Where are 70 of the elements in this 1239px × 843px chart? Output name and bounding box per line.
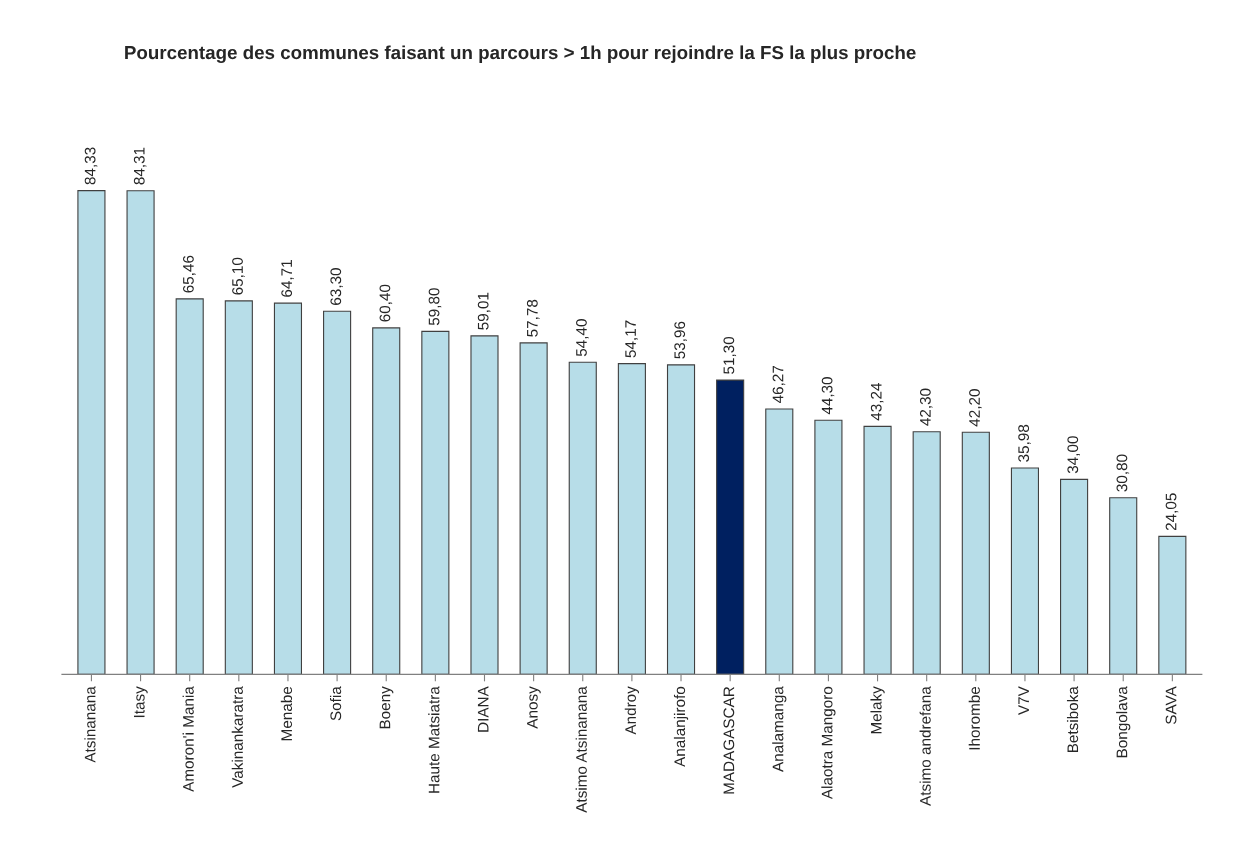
bar xyxy=(126,190,155,675)
bar xyxy=(224,300,253,675)
bar xyxy=(273,302,303,675)
x-tick-label: Anosy xyxy=(527,686,541,729)
data-label: 84,31 xyxy=(133,147,147,185)
data-label: 54,40 xyxy=(576,319,589,357)
bar xyxy=(421,330,450,675)
data-label: 51,30 xyxy=(723,336,737,374)
bar xyxy=(765,408,794,675)
bar xyxy=(863,425,892,675)
x-tick-label: Atsimo Atsinanana xyxy=(575,686,587,813)
x-tick-label: Androy xyxy=(624,686,640,735)
data-label: 24,05 xyxy=(1165,493,1179,531)
bar xyxy=(1109,497,1138,675)
x-tick-label: V7V xyxy=(1018,686,1029,716)
bar xyxy=(961,431,990,675)
data-label: 42,30 xyxy=(919,388,933,426)
data-label: 57,78 xyxy=(526,299,540,337)
data-label: 54,17 xyxy=(625,320,638,358)
bar xyxy=(617,363,646,675)
x-tick-label: SAVA xyxy=(1165,686,1177,725)
bar xyxy=(1158,535,1187,675)
x-tick-label: Ihorombe xyxy=(968,686,980,750)
x-tick-label: Boeny xyxy=(379,686,394,729)
bar xyxy=(912,431,941,675)
x-tick-label: Analanjirofo xyxy=(673,686,689,767)
x-tick-label: Atsimo andrefana xyxy=(919,686,931,806)
x-tick-label: Menabe xyxy=(280,686,293,741)
data-label: 43,24 xyxy=(870,382,884,421)
data-label: 65,10 xyxy=(232,257,245,295)
bar xyxy=(1010,467,1040,675)
x-tick-label: Melaky xyxy=(870,686,885,734)
x-tick-label: MADAGASCAR xyxy=(723,686,735,794)
bar xyxy=(1060,478,1089,675)
data-label: 53,96 xyxy=(674,321,687,359)
data-label: 63,30 xyxy=(330,268,343,305)
data-label: 65,46 xyxy=(182,255,196,293)
data-label: 59,01 xyxy=(477,292,491,330)
x-tick-label: Betsiboka xyxy=(1066,686,1079,753)
x-tick-label: Alaotra Mangoro xyxy=(821,686,836,800)
data-label: 30,80 xyxy=(1116,454,1130,492)
data-label: 59,80 xyxy=(428,288,442,326)
x-tick-label: Itasy xyxy=(134,686,148,718)
x-tick-label: DIANA xyxy=(477,686,489,732)
data-label: 42,20 xyxy=(969,389,982,427)
bar xyxy=(716,379,745,675)
bar xyxy=(568,361,597,675)
data-label: 35,98 xyxy=(1018,424,1031,462)
bar xyxy=(323,310,352,675)
bar xyxy=(372,327,401,675)
data-label: 64,71 xyxy=(281,260,294,297)
data-label: 34,00 xyxy=(1067,436,1080,474)
x-tick-label: Haute Matsiatra xyxy=(428,686,440,793)
x-tick-label: Amoron'i Mania xyxy=(182,686,194,792)
bar xyxy=(814,419,843,675)
x-tick-label: Sofia xyxy=(329,686,342,721)
data-label: 44,30 xyxy=(821,377,835,415)
x-tick-label: Analamanga xyxy=(772,686,787,772)
bar xyxy=(519,342,548,675)
bar xyxy=(77,190,106,675)
bar xyxy=(175,298,204,675)
data-label: 60,40 xyxy=(379,284,393,322)
bar xyxy=(666,364,696,675)
data-label: 46,27 xyxy=(772,365,786,404)
x-tick-label: Atsinanana xyxy=(84,686,96,763)
bar xyxy=(470,335,499,675)
x-tick-label: Vakinankaratra xyxy=(231,686,243,788)
data-label: 84,33 xyxy=(84,147,98,185)
chart-title: Pourcentage des communes faisant un parcours > 1h pour rejoindre la FS la plus proche xyxy=(125,45,916,63)
x-tick-label: Bongolava xyxy=(1116,686,1131,758)
